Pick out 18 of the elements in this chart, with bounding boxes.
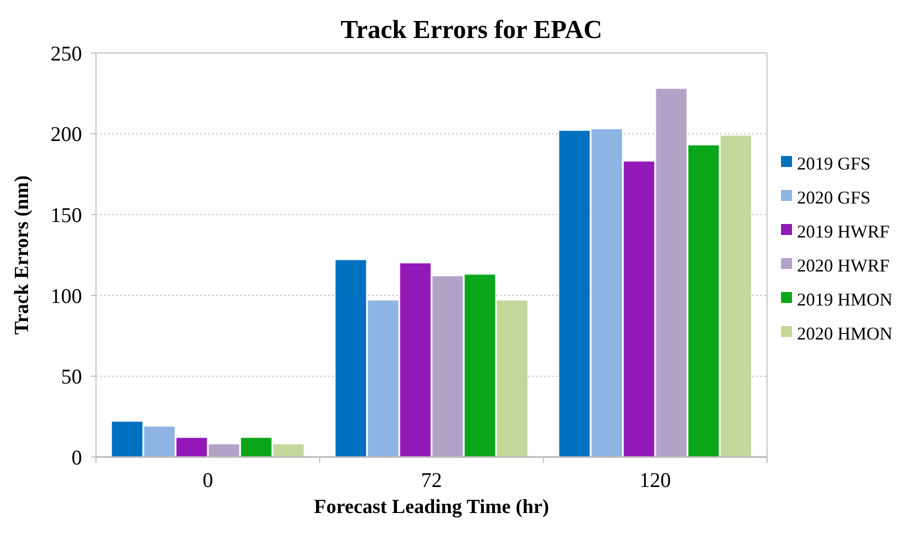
x-axis-title: Forecast Leading Time (hr) [314,496,549,518]
x-tick-label: 0 [202,468,214,492]
legend-label: 2020 HMON [797,323,893,344]
y-tick-label: 250 [50,41,82,66]
y-axis-title: Track Errors (nm) [11,175,33,335]
x-tick-label: 72 [421,468,442,492]
legend-label: 2020 HWRF [797,255,890,276]
y-tick-label: 200 [50,122,82,146]
x-tick-label: 120 [639,468,671,492]
y-tick-label: 100 [50,284,82,308]
legend-label: 2020 GFS [797,187,871,208]
legend-label: 2019 HMON [797,289,893,310]
y-tick-label: 150 [50,202,82,227]
y-tick-label: 50 [61,364,82,389]
legend-label: 2019 HWRF [797,221,890,242]
legend-label: 2019 GFS [797,153,871,174]
chart-title: Track Errors for EPAC [340,15,602,44]
y-tick-label: 0 [72,445,82,470]
